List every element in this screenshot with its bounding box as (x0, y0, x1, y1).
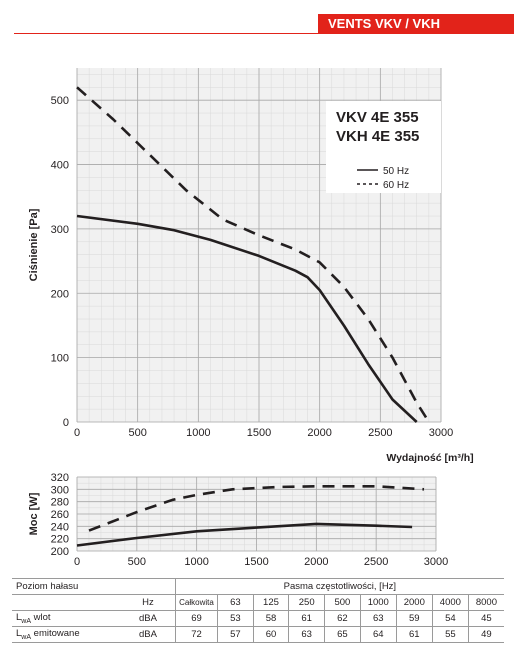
y-axis-label: Moc [W] (28, 492, 40, 535)
noise-row-label: LwA emitowane (12, 626, 122, 643)
noise-cell: 49 (467, 626, 504, 643)
noise-cell: 60 (252, 626, 289, 643)
noise-cell: 65 (324, 626, 361, 643)
noise-table-header-blank (12, 594, 122, 611)
series-line-60-hz (76, 86, 430, 423)
noise-band-header: 8000 (467, 594, 504, 611)
x-tick-label: 3000 (424, 556, 448, 568)
y-tick-label: 300 (51, 484, 69, 496)
x-tick-label: 0 (74, 556, 80, 568)
y-tick-label: 100 (51, 353, 69, 365)
noise-cell: 59 (395, 610, 433, 627)
x-tick-label: 1500 (244, 556, 268, 568)
noise-row-emitted: LwA emitowane dBA 72 57 60 63 65 64 61 5… (12, 626, 504, 643)
pressure-chart: 0 500 1000 1500 2000 2500 3000 0 100 200 300 400 500… (28, 68, 474, 464)
noise-row-unit: dBA (121, 610, 176, 627)
noise-table-bands-title: Pasma częstotliwości, [Hz] (174, 578, 504, 595)
noise-band-header: 4000 (431, 594, 469, 611)
x-tick-label: 500 (128, 427, 146, 439)
noise-cell: 53 (217, 610, 254, 627)
brand-rule (14, 33, 514, 34)
noise-cell: 64 (359, 626, 397, 643)
noise-band-header: 250 (288, 594, 325, 611)
x-tick-label: 1000 (184, 556, 208, 568)
x-tick-label: 1500 (247, 427, 271, 439)
noise-cell: 57 (217, 626, 254, 643)
model-legend-background (326, 101, 441, 193)
x-tick-label: 1000 (186, 427, 210, 439)
series-line-50-hz (76, 522, 413, 547)
x-tick-label: 2000 (307, 427, 331, 439)
y-tick-label: 220 (51, 534, 69, 546)
noise-table-total-header: Całkowita (174, 594, 218, 611)
y-tick-label: 320 (51, 472, 69, 484)
y-tick-label: 260 (51, 509, 69, 521)
noise-cell: 54 (431, 610, 469, 627)
noise-cell: 63 (359, 610, 397, 627)
noise-cell: 61 (395, 626, 433, 643)
x-tick-label: 2000 (304, 556, 328, 568)
y-tick-label: 200 (51, 288, 69, 300)
x-tick-label: 2500 (364, 556, 388, 568)
model-label: VKV 4E 355 (336, 109, 419, 126)
noise-table-header-row: Hz Całkowita 63 125 250 500 1000 2000 40… (12, 594, 504, 611)
legend-label: 60 Hz (383, 180, 409, 191)
y-tick-label: 300 (51, 224, 69, 236)
noise-row-inlet: LwA wlot dBA 69 53 58 61 62 63 59 54 45 (12, 610, 504, 627)
noise-band-header: 63 (217, 594, 254, 611)
y-tick-label: 500 (51, 95, 69, 107)
noise-row-total: 69 (174, 610, 218, 627)
series-line-60-hz (88, 484, 425, 532)
x-tick-label: 3000 (429, 427, 453, 439)
noise-cell: 62 (324, 610, 361, 627)
noise-cell: 61 (288, 610, 325, 627)
noise-cell: 45 (467, 610, 504, 627)
noise-row-unit: dBA (121, 626, 176, 643)
noise-band-header: 1000 (359, 594, 397, 611)
model-label: VKH 4E 355 (336, 128, 419, 145)
noise-band-header: 2000 (395, 594, 433, 611)
y-tick-label: 200 (51, 546, 69, 558)
performance-charts: 0 500 1000 1500 2000 2500 30000100200300400500… (28, 68, 474, 568)
y-tick-label: 0 (63, 417, 69, 429)
legend-label: 50 Hz (383, 166, 409, 177)
noise-cell: 63 (288, 626, 325, 643)
noise-cell: 58 (252, 610, 289, 627)
x-tick-label: 500 (128, 556, 146, 568)
noise-row-label: LwA wlot (12, 610, 122, 627)
power-chart: 0 500 1000 1500 2000 2500 30002002202402602803… (28, 472, 448, 568)
noise-cell: 55 (431, 626, 469, 643)
x-tick-label: 2500 (368, 427, 392, 439)
noise-band-header: 500 (324, 594, 361, 611)
noise-table-blank (121, 578, 176, 595)
noise-table-title-row: Poziom hałasu Pasma częstotliwości, [Hz] (12, 578, 504, 595)
noise-row-total: 72 (174, 626, 218, 643)
noise-table-title: Poziom hałasu (12, 578, 122, 595)
x-axis-label: Wydajność [m³/h] (386, 452, 473, 464)
y-axis-label: Ciśnienie [Pa] (28, 208, 40, 281)
noise-table-unit-header: Hz (121, 594, 176, 611)
series-line-50-hz (76, 214, 418, 423)
y-tick-label: 240 (51, 521, 69, 533)
y-tick-label: 280 (51, 497, 69, 509)
brand-banner: VENTS VKV / VKH (318, 14, 514, 34)
y-tick-label: 400 (51, 160, 69, 172)
noise-table: Poziom hałasu Pasma częstotliwości, [Hz]… (12, 578, 504, 643)
x-tick-label: 0 (74, 427, 80, 439)
noise-band-header: 125 (252, 594, 289, 611)
